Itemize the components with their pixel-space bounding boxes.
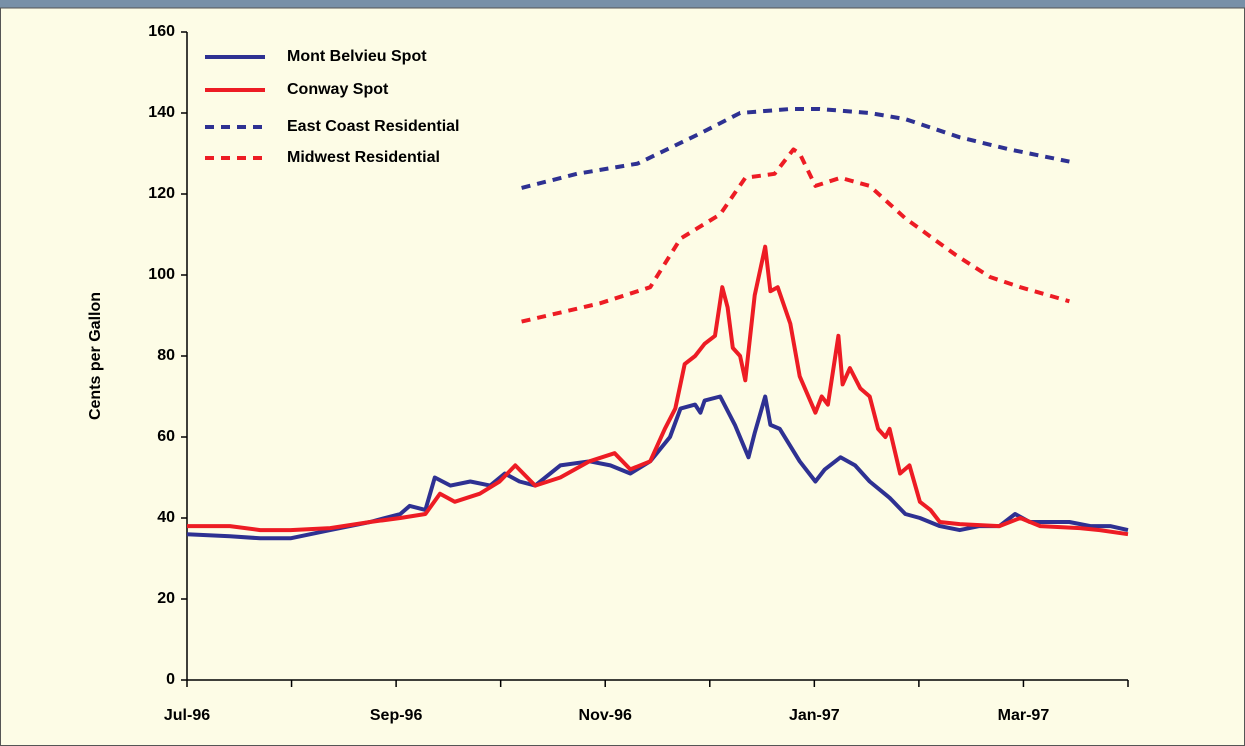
y-tick-label: 40 <box>157 509 175 526</box>
x-tick-label: Jul-96 <box>164 707 210 724</box>
y-tick-label: 140 <box>148 104 175 121</box>
series-line <box>521 147 1070 324</box>
series-line <box>187 244 1129 537</box>
series-line <box>186 394 1129 541</box>
legend-label: Mont Belvieu Spot <box>287 48 427 65</box>
y-axis-label: Cents per Gallon <box>87 292 104 420</box>
legend-label: Conway Spot <box>287 81 389 98</box>
x-tick-label: Nov-96 <box>579 707 632 724</box>
y-tick-label: 160 <box>148 23 175 40</box>
x-tick-label: Sep-96 <box>370 707 423 724</box>
x-tick-label: Mar-97 <box>998 707 1050 724</box>
x-tick-label: Jan-97 <box>789 707 840 724</box>
y-tick-label: 80 <box>157 347 175 364</box>
legend-label: East Coast Residential <box>287 118 460 135</box>
y-tick-label: 20 <box>157 590 175 607</box>
top-bar <box>0 0 1245 8</box>
series-line <box>521 107 1070 190</box>
y-tick-label: 0 <box>166 671 175 688</box>
legend-label: Midwest Residential <box>287 149 440 166</box>
y-tick-label: 60 <box>157 428 175 445</box>
y-tick-label: 120 <box>148 185 175 202</box>
y-tick-label: 100 <box>148 266 175 283</box>
